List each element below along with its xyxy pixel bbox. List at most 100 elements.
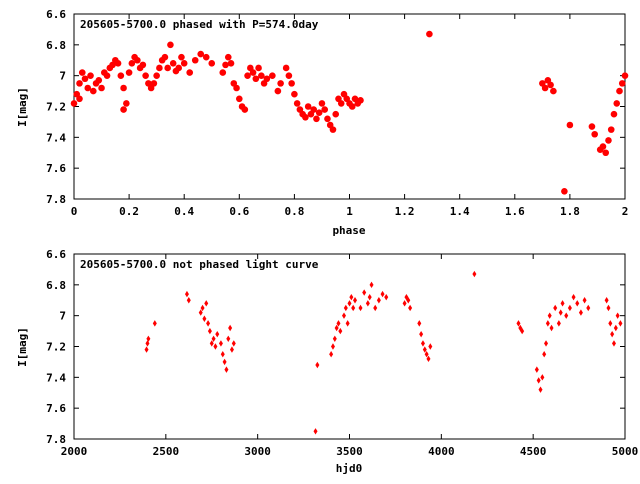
phased-data-point [178, 53, 185, 61]
unphased-chart: 205605-5700.0 not phased light curve hjd… [16, 248, 638, 475]
phased-data-point [227, 60, 235, 67]
phased-data-point [348, 103, 356, 110]
unphased-data-point [419, 330, 424, 338]
unphased-axis-ticks: 2000 2500 3000 3500 4000 4500 5000 6.6 6.8 7 7.2 7.… [46, 248, 638, 458]
phased-data-point [274, 87, 282, 95]
unphased-data-point [422, 346, 427, 353]
phased-x-tick-label: 1.2 [395, 205, 415, 218]
unphased-data-point [472, 270, 477, 278]
unphased-data-point [516, 320, 521, 327]
phased-data-point [566, 121, 574, 129]
unphased-data-points [144, 270, 623, 435]
phased-data-point [123, 100, 130, 107]
unphased-data-point [534, 366, 539, 373]
unphased-data-point [224, 366, 229, 373]
unphased-data-point [347, 300, 352, 307]
phased-data-point [156, 64, 163, 72]
phased-data-point [561, 187, 568, 195]
unphased-data-point [402, 300, 407, 307]
phased-data-point [233, 84, 240, 92]
phased-data-point [302, 113, 309, 121]
phased-data-point [76, 80, 83, 87]
phased-x-tick-label: 1.6 [505, 205, 525, 218]
phased-x-tick-label: 1.8 [560, 205, 580, 218]
phased-data-point [426, 30, 433, 38]
unphased-data-point [556, 320, 561, 327]
phased-data-point [291, 90, 298, 98]
unphased-data-point [349, 293, 354, 301]
unphased-data-point [315, 361, 320, 369]
unphased-x-tick-label: 2500 [153, 445, 180, 458]
phased-y-tick-label: 7.6 [46, 162, 66, 175]
phased-x-tick-label: 0.4 [174, 205, 194, 218]
unphased-data-point [332, 335, 337, 342]
phased-data-point [175, 64, 182, 72]
unphased-data-point [610, 330, 615, 338]
unphased-y-axis-label: I[mag] [16, 327, 29, 367]
unphased-y-tick-label: 7.4 [46, 371, 66, 384]
phased-data-point [318, 100, 326, 107]
unphased-data-point [334, 324, 339, 332]
unphased-data-point [200, 304, 205, 312]
phased-data-point [128, 60, 136, 67]
unphased-data-point [367, 293, 372, 301]
unphased-data-point [520, 327, 525, 335]
unphased-data-point [207, 327, 212, 335]
phased-y-tick-label: 6.8 [46, 39, 66, 52]
phased-data-point [329, 126, 337, 133]
phased-data-point [134, 56, 141, 64]
unphased-data-point [351, 304, 356, 312]
phased-data-point [293, 100, 301, 107]
unphased-data-point [545, 320, 550, 327]
unphased-data-point [426, 355, 431, 363]
unphased-data-point [231, 340, 236, 347]
phased-x-tick-label: 0 [71, 205, 78, 218]
phased-data-point [324, 115, 331, 123]
unphased-data-point [209, 340, 214, 347]
phased-data-point [241, 106, 249, 113]
unphased-data-point [184, 290, 189, 298]
unphased-data-point [218, 340, 223, 347]
unphased-data-point [206, 320, 211, 327]
unphased-data-point [229, 346, 234, 353]
phased-data-point [78, 69, 86, 76]
phased-data-point [244, 72, 251, 79]
unphased-data-point [606, 304, 611, 312]
unphased-data-point [228, 324, 233, 332]
phased-data-point [263, 75, 271, 83]
unphased-data-point [204, 300, 209, 307]
unphased-data-point [560, 300, 565, 307]
phased-x-tick-label: 1 [346, 205, 353, 218]
unphased-y-tick-label: 6.6 [46, 248, 66, 261]
phased-data-point [277, 80, 284, 87]
unphased-data-point [330, 343, 335, 350]
unphased-data-point [544, 340, 549, 347]
unphased-data-point [380, 290, 385, 298]
phased-data-point [120, 84, 127, 92]
phased-data-point [81, 75, 89, 83]
phased-data-point [117, 72, 125, 79]
unphased-data-point [336, 320, 341, 327]
unphased-data-point [362, 289, 367, 296]
unphased-data-point [213, 343, 218, 350]
phased-data-point [150, 80, 158, 87]
unphased-data-point [329, 351, 334, 358]
unphased-x-axis-label: hjd0 [336, 462, 363, 475]
phased-data-point [591, 130, 598, 138]
phased-data-point [605, 137, 612, 144]
unphased-x-tick-label: 4500 [520, 445, 547, 458]
phased-data-point [618, 80, 626, 87]
phased-data-point [602, 149, 610, 157]
unphased-data-point [369, 281, 374, 289]
phased-data-point [332, 110, 340, 118]
unphased-data-point [226, 335, 231, 342]
phased-x-tick-label: 0.6 [229, 205, 249, 218]
phased-y-tick-label: 7 [59, 70, 66, 83]
unphased-data-point [358, 304, 363, 312]
unphased-x-tick-label: 3500 [336, 445, 363, 458]
phased-y-tick-label: 7.2 [46, 101, 66, 114]
unphased-data-point [186, 297, 191, 304]
phased-x-axis-label: phase [332, 224, 365, 237]
unphased-data-point [538, 386, 543, 393]
